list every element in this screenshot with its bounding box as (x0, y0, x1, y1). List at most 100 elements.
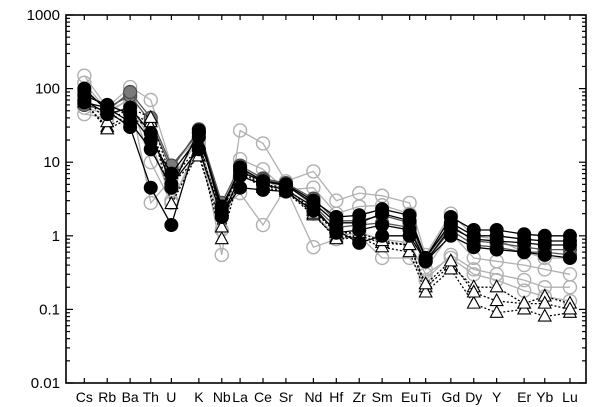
data-point (537, 262, 552, 277)
data-point (214, 231, 229, 245)
x-tick-label: Ba (122, 389, 139, 405)
x-tick-label: Sm (372, 389, 393, 405)
data-point (164, 177, 179, 192)
data-point (418, 276, 433, 290)
data-point (123, 120, 138, 135)
series-line (83, 101, 571, 305)
data-point (143, 109, 158, 123)
data-point (517, 232, 532, 247)
data-point (352, 235, 367, 250)
data-point (278, 182, 293, 197)
series-line (83, 95, 571, 311)
series-line (84, 104, 570, 288)
x-tick-label: Cs (76, 389, 93, 405)
data-point (489, 242, 504, 257)
data-point (402, 222, 417, 237)
data-point (191, 142, 206, 157)
data-point (418, 284, 433, 298)
data-point (143, 125, 158, 140)
data-point (143, 195, 158, 211)
plot-frame (65, 14, 587, 384)
series-line (84, 96, 571, 302)
data-point (306, 240, 321, 255)
data-point (306, 199, 321, 214)
y-tick-label: 10 (43, 154, 60, 171)
data-point (164, 218, 179, 233)
data-point (562, 301, 578, 315)
data-point (537, 308, 552, 322)
data-point (516, 295, 532, 309)
x-tick-label: Nd (304, 389, 322, 405)
data-point (489, 279, 504, 293)
series-line (84, 95, 570, 260)
x-tick-label: Y (492, 389, 502, 405)
x-tick-label: Ti (420, 389, 431, 405)
data-point (306, 164, 321, 179)
x-tick-label: La (232, 389, 248, 405)
x-tick-label: Sr (279, 389, 293, 405)
data-point (537, 295, 552, 309)
x-tick-label: Ce (254, 389, 272, 405)
series-line (83, 99, 571, 263)
x-tick-label: K (194, 389, 204, 405)
data-point (256, 177, 271, 192)
data-point (100, 121, 115, 135)
y-axis: 0.01 0.1 1 10 100 1000 (27, 7, 586, 392)
series-line (84, 101, 570, 260)
data-point (443, 261, 459, 275)
data-point (466, 284, 481, 298)
data-point (191, 129, 206, 144)
data-point (329, 225, 344, 240)
y-tick-label: 1 (52, 228, 60, 245)
series-line (84, 91, 571, 263)
data-point (443, 228, 458, 243)
data-point (402, 236, 417, 251)
data-point (123, 84, 138, 100)
data-point (375, 218, 390, 233)
series-line (83, 82, 571, 275)
data-point (143, 180, 158, 195)
x-tick-label: Eu (401, 389, 418, 405)
data-point (537, 247, 552, 262)
x-tick-label: Rb (98, 389, 116, 405)
data-point (443, 215, 458, 230)
y-tick-label: 0.01 (31, 375, 60, 392)
data-point (537, 233, 552, 248)
data-point (489, 292, 504, 307)
x-tick-label: Lu (562, 389, 578, 405)
data-point (562, 250, 577, 265)
data-point (233, 168, 248, 183)
x-tick-label: Hf (329, 389, 343, 405)
x-tick-label: Th (143, 389, 159, 405)
y-tick-label: 1000 (27, 7, 60, 24)
x-tick-label: U (166, 389, 176, 405)
data-point (214, 210, 229, 225)
x-tick-label: Gd (442, 389, 461, 405)
series-line (83, 91, 570, 260)
data-point (562, 267, 578, 282)
data-point (466, 240, 481, 255)
data-point (489, 228, 504, 243)
y-tick-label: 100 (35, 81, 60, 98)
x-tick-label: Dy (465, 389, 482, 405)
series-line (83, 75, 570, 259)
data-point (77, 93, 92, 108)
x-tick-label: Er (517, 389, 531, 405)
data-point (466, 295, 481, 309)
data-point (232, 123, 248, 138)
data-point (255, 136, 271, 151)
data-point (143, 92, 158, 108)
x-tick-label: Nb (213, 389, 231, 405)
data-point (214, 247, 229, 263)
y-tick-label: 0.1 (39, 301, 60, 318)
data-point (418, 254, 433, 269)
series-line (83, 101, 571, 318)
data-point (443, 253, 459, 267)
data-point (352, 222, 367, 237)
data-point (562, 233, 577, 248)
data-point (402, 243, 417, 258)
data-point (123, 100, 138, 115)
data-point (100, 107, 115, 122)
